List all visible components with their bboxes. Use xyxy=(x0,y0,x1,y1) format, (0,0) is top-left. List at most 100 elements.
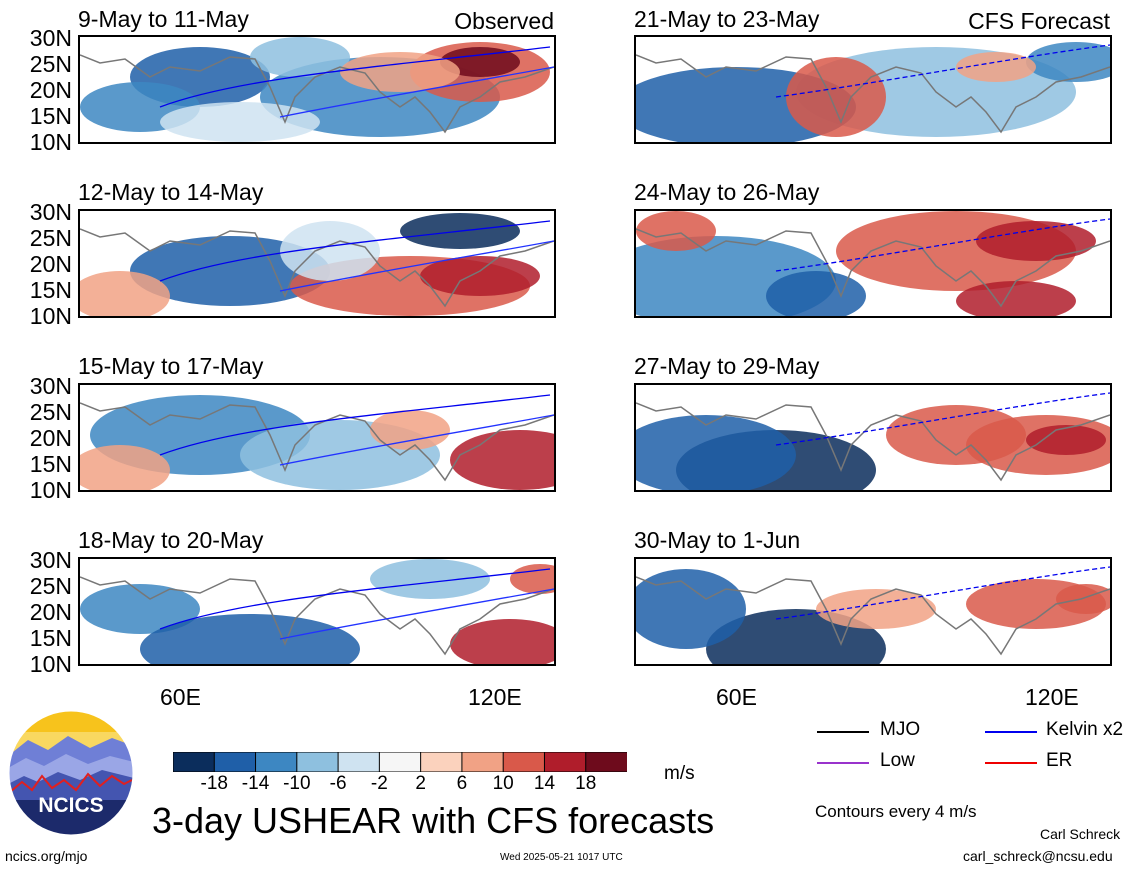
shear-anomaly-blob xyxy=(250,37,350,77)
colorbar xyxy=(172,751,628,773)
colorbar-swatch xyxy=(420,751,463,773)
lon-label: 120E xyxy=(1025,684,1079,710)
colorbar-swatch xyxy=(378,751,422,773)
shear-anomaly-blob xyxy=(636,569,746,649)
legend-swatch-er xyxy=(985,762,1037,764)
footer-url[interactable]: ncics.org/mjo xyxy=(5,848,88,864)
shear-anomaly-blob xyxy=(450,619,554,664)
colorbar-tick-label: 6 xyxy=(456,773,468,794)
shear-anomaly-blob xyxy=(636,415,796,490)
main-title: 3-day USHEAR with CFS forecasts xyxy=(152,800,715,841)
colorbar-swatch xyxy=(337,751,381,773)
map-panel xyxy=(78,35,556,144)
lat-label: 25N xyxy=(29,225,72,251)
panel-title-8: 30-May to 1-Jun xyxy=(634,527,801,553)
lon-label: 60E xyxy=(160,684,201,710)
kelvin-contour xyxy=(279,588,554,640)
legend-swatch-kelvin xyxy=(985,731,1037,733)
colorbar-tick-label: -10 xyxy=(283,773,311,794)
colorbar-swatch xyxy=(543,751,587,773)
lat-label: 10N xyxy=(29,303,72,329)
colorbar-tick-label: 10 xyxy=(492,773,514,794)
legend-label-low: Low xyxy=(880,750,915,771)
kelvin-contour xyxy=(159,220,551,282)
lon-label: 120E xyxy=(468,684,522,710)
colorbar-tick-label: 18 xyxy=(575,773,597,794)
legend-swatch-mjo xyxy=(817,731,869,733)
shear-anomaly-blob xyxy=(80,445,170,490)
kelvin-contour xyxy=(775,392,1110,446)
shear-anomaly-blob xyxy=(80,584,200,634)
lat-label: 30N xyxy=(29,547,72,573)
lat-label: 25N xyxy=(29,573,72,599)
colorbar-swatch xyxy=(461,751,505,773)
colorbar-swatch xyxy=(213,751,257,773)
panel-title-6: 27-May to 29-May xyxy=(634,353,820,379)
map-panel xyxy=(78,209,556,318)
map-panel-svg xyxy=(636,566,1110,664)
panel-observed-label: Observed xyxy=(454,8,554,34)
legend-label-er: ER xyxy=(1046,750,1073,771)
colorbar-swatch xyxy=(172,751,216,773)
colorbar-swatch xyxy=(502,751,546,773)
map-panel-svg xyxy=(636,42,1110,142)
lat-label: 15N xyxy=(29,277,72,303)
author-email[interactable]: carl_schreck@ncsu.edu xyxy=(963,848,1113,864)
map-panel-svg xyxy=(80,213,554,316)
author-name: Carl Schreck xyxy=(1040,826,1121,842)
legend-label-kelvin: Kelvin x2 xyxy=(1046,719,1124,740)
shear-anomaly-blob xyxy=(450,430,554,490)
ncics-logo: NCICS xyxy=(8,710,134,836)
lat-label: 30N xyxy=(29,25,72,51)
lat-label: 15N xyxy=(29,625,72,651)
colorbar-units: m/s xyxy=(664,763,695,784)
panel-forecast-label: CFS Forecast xyxy=(968,8,1110,34)
lon-label: 60E xyxy=(716,684,757,710)
lat-label: 30N xyxy=(29,373,72,399)
map-panel-svg xyxy=(80,394,554,490)
kelvin-contour xyxy=(775,44,1110,98)
shear-anomaly-blob xyxy=(420,256,540,296)
timestamp: Wed 2025-05-21 1017 UTC xyxy=(500,852,623,863)
lat-label: 20N xyxy=(29,77,72,103)
lat-label: 15N xyxy=(29,451,72,477)
panel-title-3: 12-May to 14-May xyxy=(78,179,264,205)
lat-label: 30N xyxy=(29,199,72,225)
coastline xyxy=(636,402,1110,482)
kelvin-contour xyxy=(279,240,554,292)
shear-anomaly-blob xyxy=(370,559,490,599)
kelvin-contour xyxy=(279,414,554,466)
shear-anomaly-blob xyxy=(1026,425,1106,455)
map-panel-svg xyxy=(80,559,554,664)
map-panel xyxy=(634,35,1112,144)
map-panel xyxy=(78,557,556,666)
colorbar-tick-label: 2 xyxy=(415,773,426,794)
coastline xyxy=(636,228,1110,308)
lat-label: 20N xyxy=(29,599,72,625)
shear-anomaly-blob xyxy=(636,211,716,251)
lat-label: 25N xyxy=(29,51,72,77)
map-panel xyxy=(634,383,1112,492)
coastline xyxy=(636,54,1110,134)
contour-note: Contours every 4 m/s xyxy=(815,802,977,821)
colorbar-tick-label: -14 xyxy=(241,773,270,794)
panel-title-5: 15-May to 17-May xyxy=(78,353,264,379)
shear-anomaly-blob xyxy=(1026,42,1110,82)
shear-anomaly-blob xyxy=(440,47,520,77)
map-panel xyxy=(634,209,1112,318)
map-panel-svg xyxy=(636,211,1110,316)
shear-anomaly-blob xyxy=(370,410,450,450)
shear-anomaly-blob xyxy=(160,102,320,142)
colorbar-swatch xyxy=(585,751,628,773)
colorbar-tick-label: 14 xyxy=(533,773,556,794)
shear-anomaly-blob xyxy=(140,614,360,664)
logo-text: NCICS xyxy=(38,794,103,817)
panel-title-7: 18-May to 20-May xyxy=(78,527,264,553)
lat-label: 15N xyxy=(29,103,72,129)
shear-anomaly-blob xyxy=(80,271,170,316)
shear-anomaly-blob xyxy=(956,281,1076,316)
colorbar-swatch xyxy=(296,751,340,773)
coastline xyxy=(636,576,1110,656)
colorbar-swatch xyxy=(255,751,298,773)
panel-title-2: 21-May to 23-May xyxy=(634,6,820,32)
